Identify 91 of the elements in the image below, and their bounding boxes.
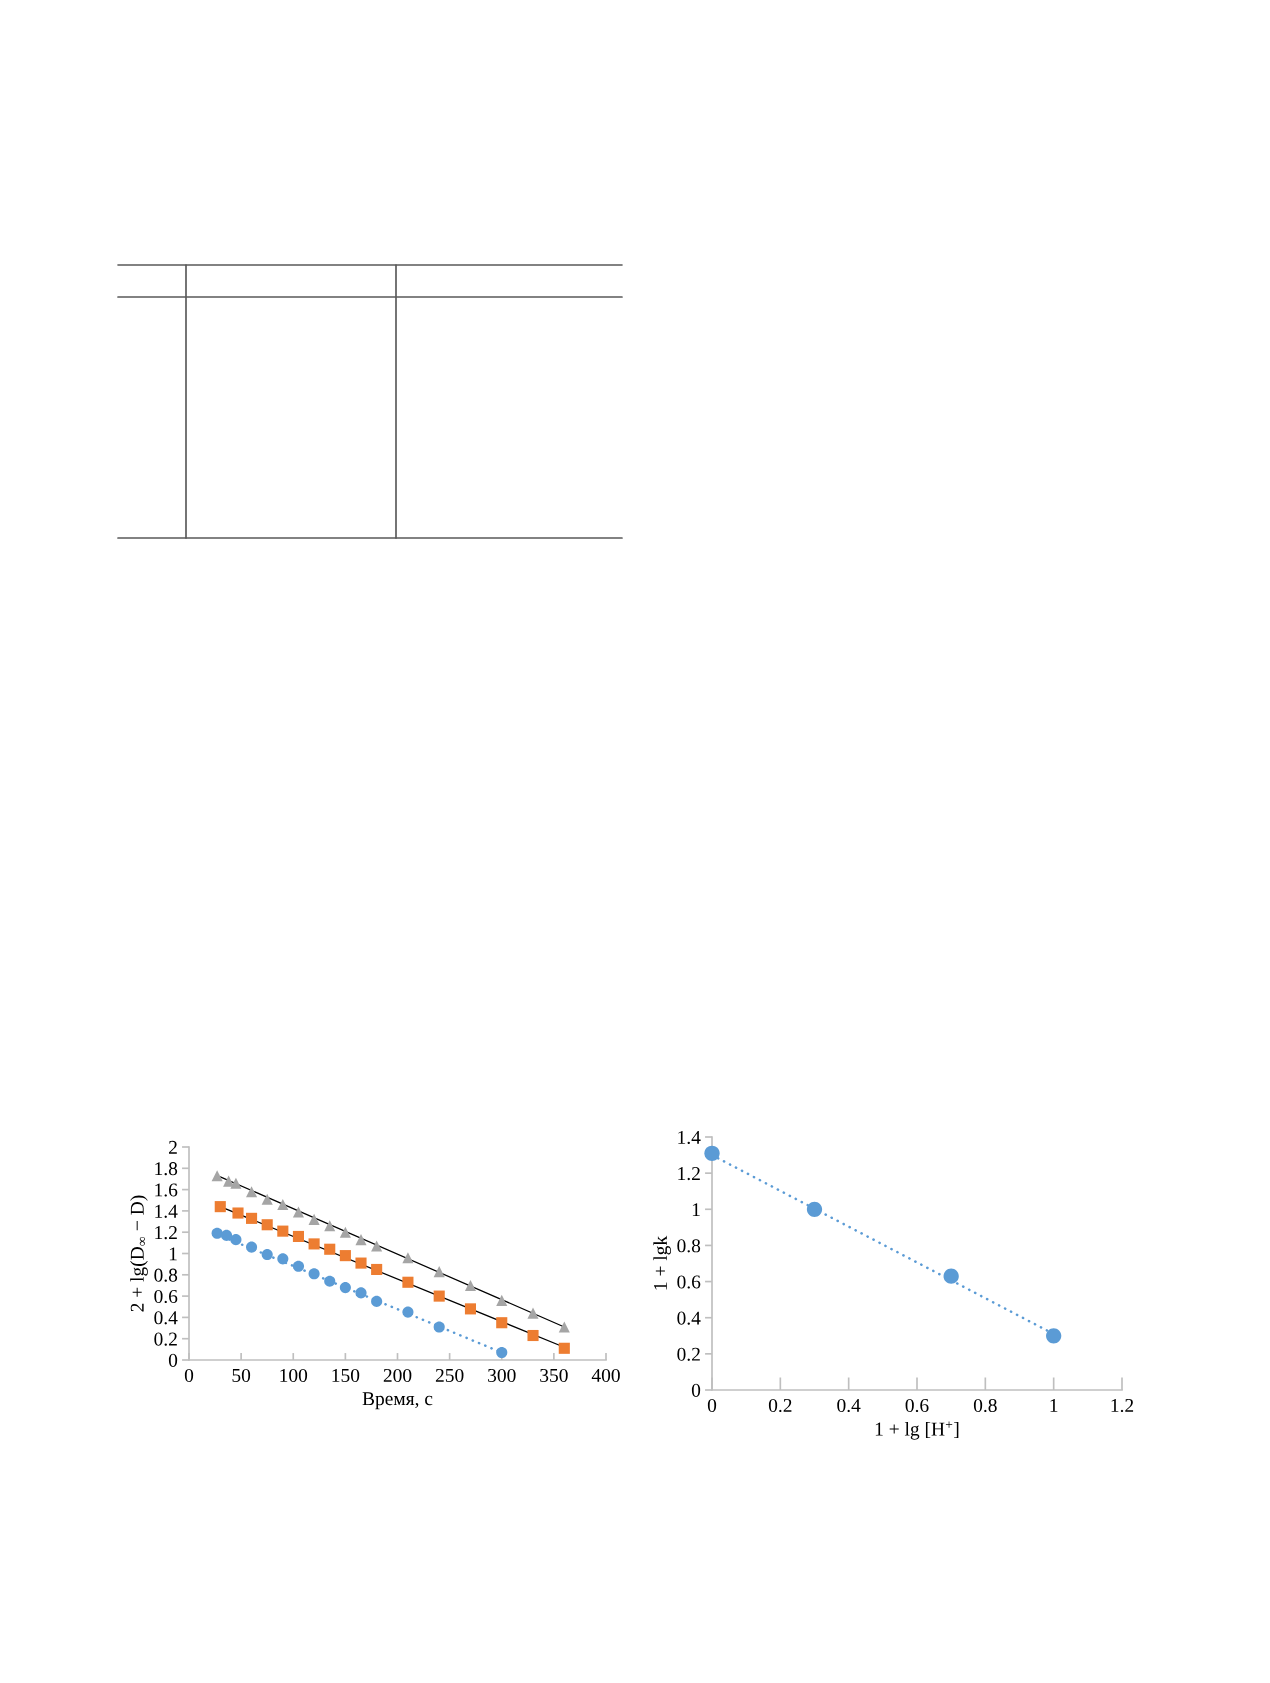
x-tick-label: 0.8 — [973, 1398, 997, 1413]
y-tick-label: 0.2 — [677, 1347, 700, 1361]
x-axis-title: Время, с — [362, 1392, 433, 1410]
point — [339, 1282, 351, 1294]
point — [355, 1257, 367, 1269]
point — [496, 1346, 508, 1359]
x-tick-label: 0 — [184, 1368, 194, 1383]
point — [230, 1177, 242, 1189]
point — [433, 1266, 445, 1278]
point — [261, 1249, 273, 1261]
point — [339, 1226, 351, 1238]
x-tick-label: 0.6 — [905, 1398, 929, 1413]
y-tick-label: 1.6 — [155, 1183, 178, 1197]
y-tick-label: 0.6 — [677, 1275, 701, 1289]
x-tick-label: 250 — [435, 1368, 464, 1383]
y-tick-label: 0.6 — [154, 1289, 178, 1304]
y-tick-label: 0.2 — [154, 1332, 177, 1346]
point — [324, 1243, 336, 1255]
point — [558, 1321, 570, 1333]
point — [211, 1227, 223, 1239]
x-tick-label: 400 — [591, 1368, 620, 1383]
point — [433, 1321, 445, 1333]
point — [527, 1307, 539, 1319]
y-tick-label: 0.4 — [677, 1311, 701, 1325]
point — [277, 1225, 289, 1237]
y-tick-label: 1.8 — [155, 1162, 178, 1176]
x-tick-label: 0.4 — [837, 1398, 861, 1413]
point — [704, 1145, 720, 1161]
point — [371, 1295, 383, 1307]
x-tick-label: 0 — [707, 1398, 717, 1413]
point — [402, 1306, 414, 1318]
point — [308, 1213, 320, 1225]
y-axis-title: 1 + lgk — [653, 1235, 672, 1290]
point — [371, 1240, 383, 1252]
y-tick-label: 0.4 — [154, 1311, 178, 1325]
point — [220, 1229, 233, 1241]
point — [324, 1275, 336, 1287]
y-axis-title: 2 + lg(D$_{∞}$ − D) — [130, 1195, 148, 1312]
point — [496, 1294, 508, 1306]
y-tick-label: 1 — [169, 1247, 177, 1261]
point — [292, 1206, 305, 1218]
point — [402, 1252, 414, 1264]
point — [308, 1238, 320, 1250]
x-tick-label: 0.2 — [768, 1398, 792, 1413]
x-tick-label: 350 — [540, 1368, 568, 1383]
point — [245, 1186, 258, 1198]
y-tick-label: 0.8 — [677, 1239, 701, 1253]
point — [292, 1260, 305, 1272]
point — [527, 1329, 539, 1342]
y-tick-label: 0 — [168, 1353, 178, 1367]
point — [277, 1253, 289, 1265]
y-tick-label: 1.4 — [678, 1130, 701, 1145]
x-tick-label: 150 — [332, 1368, 360, 1383]
point — [943, 1268, 959, 1284]
y-tick-label: 2 — [169, 1140, 177, 1154]
point — [308, 1268, 320, 1280]
x-tick-label: 100 — [280, 1368, 308, 1383]
point — [806, 1201, 823, 1217]
point — [339, 1250, 351, 1262]
point — [496, 1317, 508, 1329]
x-tick-label: 1 — [1050, 1398, 1058, 1412]
x-tick-label: 50 — [232, 1368, 251, 1383]
point — [211, 1170, 223, 1182]
x-axis-title: 1 + lg [H$^{+}$] — [875, 1421, 959, 1440]
point — [355, 1287, 367, 1299]
x-tick-label: 300 — [488, 1368, 516, 1383]
y-tick-label: 1.2 — [155, 1226, 177, 1240]
point — [558, 1342, 570, 1354]
point — [277, 1198, 289, 1211]
point — [245, 1241, 258, 1253]
point — [261, 1193, 273, 1205]
point — [464, 1303, 477, 1315]
point — [245, 1212, 258, 1224]
y-tick-label: 1 — [692, 1203, 700, 1217]
y-tick-label: 1.4 — [155, 1204, 178, 1218]
point — [232, 1207, 244, 1219]
y-tick-label: 0.8 — [154, 1268, 178, 1282]
point — [433, 1290, 445, 1302]
x-tick-label: 1.2 — [1111, 1398, 1134, 1413]
x-tick-label: 200 — [383, 1368, 412, 1383]
point — [371, 1263, 383, 1276]
point — [402, 1276, 414, 1288]
y-tick-label: 0 — [691, 1383, 701, 1397]
y-tick-label: 1.2 — [678, 1167, 700, 1181]
point — [261, 1219, 273, 1231]
point — [355, 1234, 367, 1246]
point — [214, 1201, 226, 1213]
point — [464, 1279, 477, 1292]
point — [1046, 1328, 1062, 1344]
point — [230, 1234, 242, 1246]
point — [292, 1230, 305, 1243]
